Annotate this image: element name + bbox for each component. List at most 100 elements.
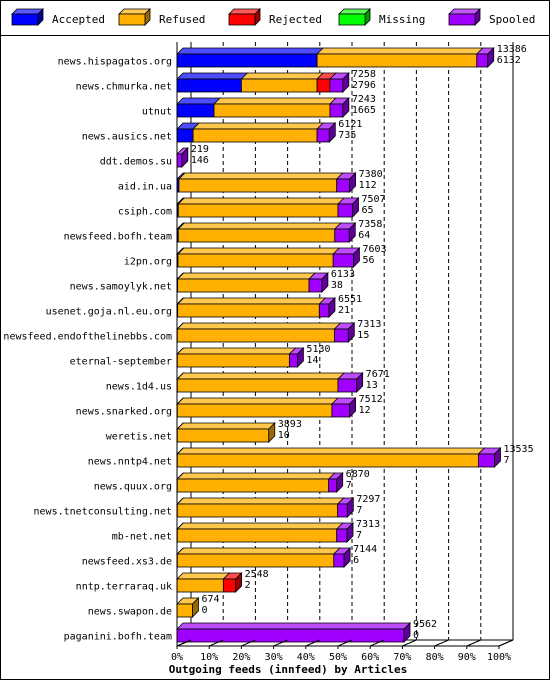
accepted-label: 56 <box>362 255 374 266</box>
bar-segment-rejected <box>222 578 237 593</box>
accepted-label: 146 <box>191 155 209 166</box>
bar-segment-spooled <box>337 378 358 393</box>
bar-segment-spooled-side <box>346 522 354 543</box>
bar-segment-spooled <box>176 628 405 643</box>
legend-label: Missing <box>379 13 425 26</box>
category-label: usenet.goja.nl.eu.org <box>46 307 172 318</box>
category-label: eternal-september <box>70 357 172 368</box>
bar-segment-spooled <box>337 203 353 218</box>
legend-label: Refused <box>159 13 205 26</box>
bar-segment-refused <box>176 478 330 493</box>
total-label: 13386 <box>497 44 527 55</box>
bar-segment-refused <box>213 103 331 118</box>
accepted-label: 735 <box>338 130 356 141</box>
category-label: news.1d4.us <box>106 382 172 393</box>
legend-item-missing: Missing <box>338 8 425 26</box>
tick-label: 70% <box>393 652 411 663</box>
category-label: newsfeed.bofh.team <box>64 232 172 243</box>
bar-segment-spooled <box>332 253 354 268</box>
category-label: utnut <box>142 107 172 118</box>
bar-segment-spooled-side <box>346 497 354 518</box>
category-label: news.swapon.de <box>88 607 172 618</box>
total-label: 7512 <box>359 394 383 405</box>
bar-segment-refused <box>176 453 479 468</box>
total-label: 7313 <box>357 319 381 330</box>
tick-line <box>370 639 385 647</box>
bar-segment-refused <box>177 303 320 318</box>
tick-label: 100% <box>487 652 511 663</box>
category-label: paganini.bofh.team <box>64 632 172 643</box>
category-label: news.snarked.org <box>76 407 172 418</box>
tick-label: 10% <box>200 652 218 663</box>
bar-segment-rejected <box>316 78 331 93</box>
accepted-label: 0 <box>201 605 207 616</box>
total-label: 2548 <box>245 569 269 580</box>
bar-segment-refused-top <box>176 422 276 430</box>
accepted-label: 112 <box>359 180 377 191</box>
bar-segment-refused-top <box>176 497 345 505</box>
category-label: aid.in.ua <box>118 182 172 193</box>
total-label: 7671 <box>366 369 390 380</box>
tick-label: 40% <box>297 652 315 663</box>
total-label: 7313 <box>356 519 380 530</box>
tick-label: 60% <box>361 652 379 663</box>
total-label: 6551 <box>338 294 362 305</box>
tick-label: 0% <box>171 652 183 663</box>
category-label: news.hispagatos.org <box>58 57 172 68</box>
bar-segment-spooled <box>336 178 350 193</box>
bar-segment-refused <box>176 553 335 568</box>
category-label: news.tnetconsulting.net <box>34 507 172 518</box>
legend-label: Rejected <box>269 13 322 26</box>
bar-segment-refused-top <box>240 72 325 80</box>
bar-segment-refused <box>176 528 338 543</box>
bar-segment-spooled <box>334 228 350 243</box>
bar-segment-refused <box>192 128 318 143</box>
bar-segment-refused-top <box>176 372 345 380</box>
tick-line <box>402 639 417 647</box>
bar-segment-refused <box>176 353 290 368</box>
category-label: news.samoylyk.net <box>70 282 172 293</box>
bar-segment-refused-top <box>176 397 339 405</box>
accepted-label: 7 <box>346 480 352 491</box>
bar-segment-refused <box>176 403 333 418</box>
tick-line <box>466 639 481 647</box>
total-label: 5130 <box>306 344 330 355</box>
bar-segment-refused-side <box>192 597 199 618</box>
bar-segment-spooled <box>308 278 323 293</box>
bar-segment-spooled <box>334 328 349 343</box>
accepted-label: 0 <box>413 630 419 641</box>
category-label: ddt.demos.su <box>100 157 172 168</box>
bar-segment-refused <box>316 53 478 68</box>
bar-segment-spooled <box>329 103 344 118</box>
tick-line <box>241 639 256 647</box>
bar-segment-refused-top <box>177 247 341 255</box>
bar-segment-refused-top <box>176 572 231 580</box>
bar-segment-spooled-side <box>343 547 351 568</box>
category-label: mb-net.net <box>112 532 172 543</box>
total-label: 7507 <box>361 194 385 205</box>
bar-segment-refused <box>176 503 339 518</box>
bar-segment-refused <box>177 203 339 218</box>
bar-segment-refused <box>240 78 318 93</box>
bar-segment-refused-top <box>177 222 342 230</box>
bar-segment-refused <box>176 603 193 618</box>
bar-segment-accepted-top <box>176 97 221 105</box>
bar-segment-refused-top <box>176 472 336 480</box>
legend-swatch <box>338 13 366 26</box>
bar-segment-spooled-side <box>494 447 501 468</box>
legend-swatch <box>228 13 256 26</box>
total-label: 7380 <box>359 169 383 180</box>
bar-segment-spooled <box>288 353 298 368</box>
bar-segment-spooled-side <box>297 347 304 368</box>
